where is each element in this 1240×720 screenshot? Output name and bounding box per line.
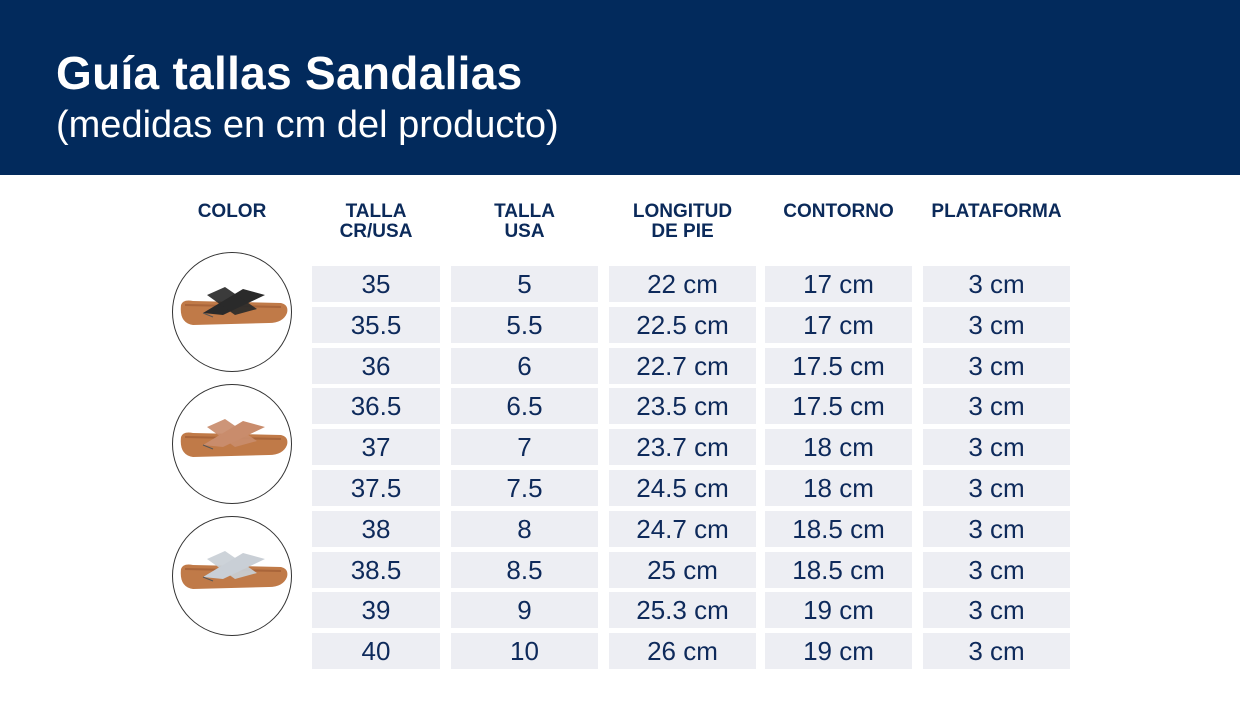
black-sandal-image [172,252,292,372]
header-banner: Guía tallas Sandalias (medidas en cm del… [0,0,1240,175]
table-cell: 37.5 [312,470,440,506]
table-cell: 3 cm [923,388,1070,425]
column-header-line: COLOR [197,201,267,222]
column-header-line: TALLA [494,201,555,222]
table-cell: 39 [312,592,440,629]
column-header: LONGITUD DE PIE [609,202,756,242]
table-cell: 3 cm [923,266,1070,302]
table-cell: 35 [312,266,440,302]
table-cell: 7 [451,429,598,466]
table-cell: 19 cm [765,592,912,629]
table-cell: 3 cm [923,551,1070,588]
table-cell: 17 cm [765,306,912,343]
table-cell: 24.5 cm [609,470,756,506]
table-cell: 36 [312,347,440,384]
column-header: TALLA CR/USA [312,202,440,242]
rose-gold-sandal-image [172,384,292,504]
column-header-line: DE PIE [651,221,714,242]
table-cell: 3 cm [923,633,1070,670]
table-cell: 8 [451,510,598,547]
table-cell: 25.3 cm [609,592,756,629]
table-cell: 19 cm [765,633,912,670]
column-header-line: TALLA [345,201,407,222]
table-cell: 22.7 cm [609,347,756,384]
table-cell: 18 cm [765,470,912,506]
column-header-line: USA [504,221,545,242]
table-cell: 3 cm [923,510,1070,547]
table-cell: 40 [312,633,440,670]
table-cell: 17.5 cm [765,347,912,384]
table-cell: 17.5 cm [765,388,912,425]
table-cell: 3 cm [923,306,1070,343]
table-cell: 10 [451,633,598,670]
table-cell: 23.7 cm [609,429,756,466]
table-cell: 5.5 [451,306,598,343]
table-cell: 38 [312,510,440,547]
table-cell: 5 [451,266,598,302]
table-cell: 3 cm [923,429,1070,466]
column-header: PLATAFORMA [923,202,1070,222]
table-cell: 23.5 cm [609,388,756,425]
table-cell: 17 cm [765,266,912,302]
table-cell: 3 cm [923,470,1070,506]
table-cell: 18.5 cm [765,510,912,547]
column-header-line: CR/USA [339,221,413,242]
table-cell: 18.5 cm [765,551,912,588]
table-cell: 9 [451,592,598,629]
table-cell: 25 cm [609,551,756,588]
table-cell: 18 cm [765,429,912,466]
column-header-line: LONGITUD [632,201,733,222]
column-header: TALLA USA [451,202,598,242]
page-title: Guía tallas Sandalias [56,47,523,99]
table-cell: 8.5 [451,551,598,588]
table-cell: 22.5 cm [609,306,756,343]
table-cell: 6.5 [451,388,598,425]
table-cell: 26 cm [609,633,756,670]
table-cell: 37 [312,429,440,466]
table-cell: 22 cm [609,266,756,302]
column-header: CONTORNO [765,202,912,222]
table-cell: 24.7 cm [609,510,756,547]
table-cell: 3 cm [923,592,1070,629]
table-cell: 7.5 [451,470,598,506]
table-cell: 35.5 [312,306,440,343]
silver-sandal-image [172,516,292,636]
page-subtitle: (medidas en cm del producto) [56,104,559,146]
table-cell: 36.5 [312,388,440,425]
column-header-line: PLATAFORMA [931,201,1062,222]
table-cell: 38.5 [312,551,440,588]
column-header: COLOR [172,202,292,222]
table-cell: 6 [451,347,598,384]
column-header-line: CONTORNO [783,201,894,222]
table-cell: 3 cm [923,347,1070,384]
